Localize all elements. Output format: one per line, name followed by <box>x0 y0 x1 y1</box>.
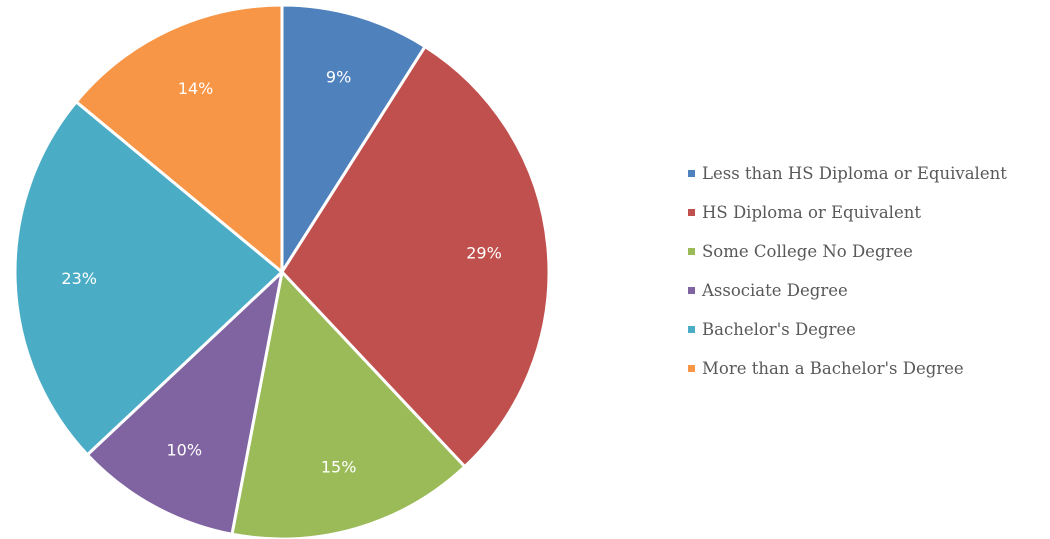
slice-data-label: 9% <box>326 68 351 87</box>
legend-label: More than a Bachelor's Degree <box>702 358 964 378</box>
legend-item: HS Diploma or Equivalent <box>688 199 1007 225</box>
legend-swatch <box>688 364 695 372</box>
legend-swatch <box>688 325 695 333</box>
pie-slice <box>280 45 551 469</box>
legend-item: More than a Bachelor's Degree <box>688 355 1007 381</box>
slice-data-label: 14% <box>178 79 214 98</box>
pie-slice <box>280 3 427 274</box>
legend-label: HS Diploma or Equivalent <box>702 202 921 222</box>
pie-slice <box>85 270 284 536</box>
pie-slice <box>230 270 467 539</box>
legend-label: Less than HS Diploma or Equivalent <box>702 163 1007 183</box>
legend-item: Some College No Degree <box>688 238 1007 264</box>
legend-label: Associate Degree <box>702 280 848 300</box>
chart-legend: Less than HS Diploma or Equivalent HS Dip… <box>688 160 1007 394</box>
legend-swatch <box>688 208 695 216</box>
slice-data-label: 29% <box>466 243 502 262</box>
legend-label: Some College No Degree <box>702 241 913 261</box>
legend-swatch <box>688 169 695 177</box>
slice-data-label: 23% <box>61 269 97 288</box>
slice-data-label: 15% <box>321 457 357 476</box>
slice-data-label: 10% <box>166 440 202 459</box>
legend-swatch <box>688 247 695 255</box>
legend-label: Bachelor's Degree <box>702 319 856 339</box>
legend-item: Less than HS Diploma or Equivalent <box>688 160 1007 186</box>
legend-item: Associate Degree <box>688 277 1007 303</box>
pie-data-labels: 9% 29% 15% 10% 23% 14% <box>61 68 501 477</box>
pie-slice <box>13 100 284 457</box>
legend-swatch <box>688 286 695 294</box>
pie-slice <box>74 3 284 274</box>
pie-slices <box>13 3 551 539</box>
legend-item: Bachelor's Degree <box>688 316 1007 342</box>
